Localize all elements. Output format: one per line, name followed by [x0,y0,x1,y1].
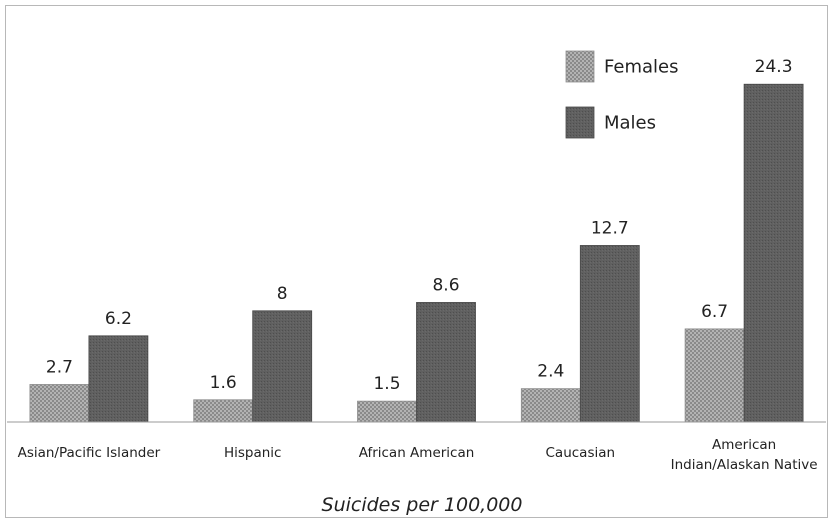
bar-males-american-indian-alaskan-native [743,83,804,423]
value-label-females-hispanic: 1.6 [210,373,237,393]
value-labels-layer: 2.7 6.2 1.6 8 1.5 8.6 2.4 12.7 6.7 24.3 [46,57,793,394]
legend-label-males: Males [604,113,656,134]
value-label-males-asian-pacific-islander: 6.2 [105,309,132,329]
x-tick-labels-layer: Asian/Pacific Islander Hispanic African Am… [18,437,818,473]
value-label-females-asian-pacific-islander: 2.7 [46,357,73,377]
x-tick-label-hispanic: Hispanic [224,445,282,461]
value-label-males-african-american: 8.6 [432,275,459,295]
bar-females-asian-pacific-islander [29,384,90,423]
bar-males-asian-pacific-islander [88,335,149,423]
legend-label-females: Females [604,57,678,78]
value-label-females-caucasian: 2.4 [537,362,564,382]
x-tick-label-american-indian-alaskan-native-line-1: American [712,437,776,453]
bar-females-american-indian-alaskan-native [684,328,745,423]
value-label-females-american-indian-alaskan-native: 6.7 [701,302,728,322]
legend-swatch-males [565,106,595,139]
value-label-males-hispanic: 8 [277,284,288,304]
bar-males-hispanic [252,310,313,423]
bar-males-caucasian [579,245,640,423]
bar-females-african-american [357,400,417,423]
x-tick-label-african-american: African American [359,445,475,461]
bar-females-caucasian [520,388,581,423]
x-tick-label-caucasian: Caucasian [546,445,616,461]
bar-females-hispanic [193,399,254,423]
x-tick-label-american-indian-alaskan-native-line-2: Indian/Alaskan Native [671,457,818,473]
chart-frame [5,5,828,518]
bar-males-african-american [416,302,476,423]
value-label-males-caucasian: 12.7 [591,218,629,238]
x-axis-title: Suicides per 100,000 [322,494,523,516]
legend-swatch-females [565,50,595,83]
bars-layer [29,83,804,423]
x-tick-label-asian-pacific-islander: Asian/Pacific Islander [18,445,161,461]
legend: Females Males [565,50,678,139]
value-label-males-american-indian-alaskan-native: 24.3 [755,57,793,77]
value-label-females-african-american: 1.5 [373,374,400,394]
